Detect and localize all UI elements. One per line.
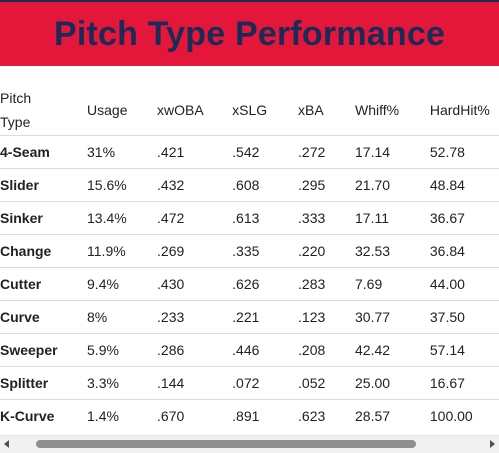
cell-xslg: .542: [232, 135, 299, 169]
cell-whiff: 32.53: [355, 234, 430, 268]
cell-xwoba: .670: [157, 399, 233, 432]
scrollbar-thumb[interactable]: [36, 440, 416, 448]
cell-hardhit: 36.84: [429, 234, 499, 268]
column-header-xwoba[interactable]: xwOBA: [157, 101, 204, 118]
cell-xslg: .335: [232, 234, 299, 268]
cell-hardhit: 52.78: [429, 135, 499, 169]
cell-pitch: K-Curve: [0, 399, 88, 432]
column-header-xba[interactable]: xBA: [298, 101, 324, 118]
cell-xwoba: .269: [157, 234, 233, 268]
pitch-type-table: Pitch Type Usage xwOBA xSLG xBA Whiff% Ha…: [0, 84, 499, 432]
column-header-usage[interactable]: Usage: [87, 101, 128, 118]
cell-xba: .123: [298, 300, 355, 334]
cell-xba: .623: [298, 399, 355, 432]
cell-xba: .333: [298, 201, 355, 235]
cell-xslg: .613: [232, 201, 299, 235]
cell-xba: .052: [298, 366, 355, 400]
cell-xwoba: .421: [157, 135, 233, 169]
cell-whiff: 21.70: [355, 168, 430, 202]
cell-xba: .283: [298, 267, 355, 301]
table-body: 4-Seam 31% .421.542.272 17.14 52.78 Slider 15.…: [0, 135, 499, 432]
cell-usage: 3.3%: [87, 366, 158, 400]
cell-pitch: Change: [0, 234, 88, 268]
cell-pitch: Sinker: [0, 201, 88, 235]
cell-xslg: .891: [232, 399, 299, 432]
table-row: Change 11.9% .269.335.220 32.53 36.84: [0, 234, 499, 268]
table-row: K-Curve 1.4% .670.891.623 28.57 100.00: [0, 399, 499, 432]
cell-xba: .272: [298, 135, 355, 169]
table-row: Sinker 13.4% .472.613.333 17.11 36.67: [0, 201, 499, 235]
page-title: Pitch Type Performance: [53, 14, 446, 53]
cell-hardhit: 16.67: [429, 366, 499, 400]
cell-hardhit: 36.67: [429, 201, 499, 235]
cell-usage: 31%: [87, 135, 158, 169]
table-row: 4-Seam 31% .421.542.272 17.14 52.78: [0, 135, 499, 169]
cell-whiff: 25.00: [355, 366, 430, 400]
scroll-left-arrow-icon[interactable]: [4, 440, 9, 448]
title-banner: Pitch Type Performance: [0, 0, 499, 66]
cell-usage: 5.9%: [87, 333, 158, 367]
cell-whiff: 17.14: [355, 135, 430, 169]
cell-xwoba: .286: [157, 333, 233, 367]
cell-whiff: 28.57: [355, 399, 430, 432]
cell-hardhit: 100.00: [429, 399, 499, 432]
cell-xwoba: .472: [157, 201, 233, 235]
cell-whiff: 7.69: [355, 267, 430, 301]
cell-pitch: Slider: [0, 168, 88, 202]
cell-whiff: 30.77: [355, 300, 430, 334]
cell-usage: 1.4%: [87, 399, 158, 432]
table-row: Slider 15.6% .432.608.295 21.70 48.84: [0, 168, 499, 202]
cell-xslg: .072: [232, 366, 299, 400]
cell-pitch: 4-Seam: [0, 135, 88, 169]
cell-xwoba: .430: [157, 267, 233, 301]
column-header-whiff[interactable]: Whiff%: [355, 101, 400, 118]
cell-pitch: Splitter: [0, 366, 88, 400]
cell-xwoba: .144: [157, 366, 233, 400]
column-header-pitch-type[interactable]: Pitch Type: [0, 84, 87, 136]
cell-xba: .295: [298, 168, 355, 202]
pitch-type-header-line2: Type: [0, 113, 31, 130]
cell-usage: 11.9%: [87, 234, 158, 268]
column-header-xslg[interactable]: xSLG: [232, 101, 268, 118]
cell-xslg: .446: [232, 333, 299, 367]
cell-whiff: 17.11: [355, 201, 430, 235]
table-row: Cutter 9.4% .430.626.283 7.69 44.00: [0, 267, 499, 301]
cell-hardhit: 48.84: [429, 168, 499, 202]
pitch-type-header-line1: Pitch: [0, 89, 32, 106]
cell-usage: 13.4%: [87, 201, 158, 235]
cell-hardhit: 37.50: [429, 300, 499, 334]
cell-usage: 15.6%: [87, 168, 158, 202]
cell-xslg: .626: [232, 267, 299, 301]
table-row: Sweeper 5.9% .286.446.208 42.42 57.14: [0, 333, 499, 367]
table-scroll-area[interactable]: Pitch Type Usage xwOBA xSLG xBA Whiff% Ha…: [0, 66, 499, 435]
table-header-row: Pitch Type Usage xwOBA xSLG xBA Whiff% Ha…: [0, 84, 499, 136]
cell-usage: 8%: [87, 300, 158, 334]
column-header-hardhit[interactable]: HardHit%: [429, 101, 490, 118]
cell-usage: 9.4%: [87, 267, 158, 301]
cell-xba: .220: [298, 234, 355, 268]
table-row: Splitter 3.3% .144.072.052 25.00 16.67: [0, 366, 499, 400]
cell-pitch: Cutter: [0, 267, 88, 301]
cell-pitch: Sweeper: [0, 333, 88, 367]
cell-xslg: .608: [232, 168, 299, 202]
horizontal-scrollbar[interactable]: [0, 435, 499, 453]
cell-xwoba: .233: [157, 300, 233, 334]
cell-xslg: .221: [232, 300, 299, 334]
table-row: Curve 8% .233.221.123 30.77 37.50: [0, 300, 499, 334]
cell-pitch: Curve: [0, 300, 88, 334]
cell-xwoba: .432: [157, 168, 233, 202]
cell-hardhit: 57.14: [429, 333, 499, 367]
cell-xba: .208: [298, 333, 355, 367]
cell-hardhit: 44.00: [429, 267, 499, 301]
cell-whiff: 42.42: [355, 333, 430, 367]
scroll-right-arrow-icon[interactable]: [490, 440, 495, 448]
